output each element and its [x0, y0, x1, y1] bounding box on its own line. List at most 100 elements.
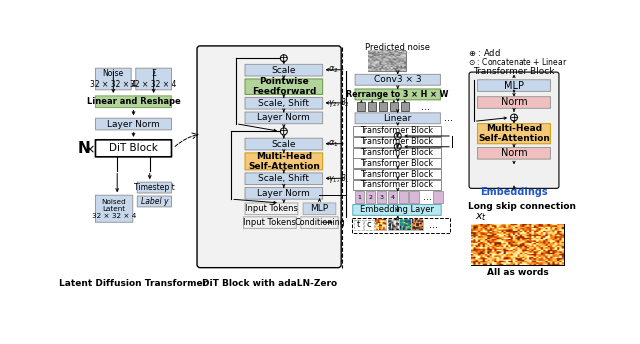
Text: DiT Block with adaLN-Zero: DiT Block with adaLN-Zero: [202, 279, 337, 288]
Bar: [352, 218, 450, 233]
FancyBboxPatch shape: [355, 74, 440, 85]
FancyBboxPatch shape: [95, 68, 131, 90]
Bar: [433, 191, 443, 203]
FancyBboxPatch shape: [245, 153, 323, 170]
Text: Transformer Block: Transformer Block: [473, 67, 555, 76]
Text: Transformer Block: Transformer Block: [360, 170, 433, 179]
Text: MLP: MLP: [504, 80, 524, 90]
Text: Conv3 × 3: Conv3 × 3: [374, 75, 422, 84]
Text: Input Tokens: Input Tokens: [243, 218, 296, 227]
FancyBboxPatch shape: [95, 195, 132, 222]
Bar: [368, 51, 406, 71]
Text: Label y: Label y: [141, 197, 168, 206]
Bar: [390, 102, 397, 111]
Text: ...: ...: [423, 192, 433, 202]
FancyBboxPatch shape: [469, 72, 559, 189]
Text: $\odot$ : Concatenate + Linear: $\odot$ : Concatenate + Linear: [467, 56, 567, 67]
Text: ...: ...: [444, 113, 453, 123]
Bar: [364, 220, 374, 230]
Text: Embedding Layer: Embedding Layer: [360, 205, 434, 214]
Text: C: C: [396, 144, 400, 150]
Text: 3: 3: [380, 195, 383, 200]
Text: Pointwise
Feedforward: Pointwise Feedforward: [252, 77, 316, 96]
FancyBboxPatch shape: [245, 187, 323, 199]
FancyBboxPatch shape: [355, 113, 440, 124]
FancyBboxPatch shape: [95, 140, 172, 157]
Text: $\mathbf{N}$: $\mathbf{N}$: [77, 140, 91, 156]
Text: c: c: [367, 221, 371, 229]
Text: Linear: Linear: [383, 114, 412, 123]
Text: DiT Block: DiT Block: [109, 143, 158, 153]
Text: ...: ...: [429, 220, 438, 230]
Text: 1: 1: [358, 195, 362, 200]
FancyBboxPatch shape: [138, 196, 172, 207]
Text: $\oplus$ : Add: $\oplus$ : Add: [467, 47, 500, 58]
Bar: [353, 220, 363, 230]
FancyBboxPatch shape: [136, 68, 172, 90]
Bar: [355, 191, 364, 203]
Text: Layer Norm: Layer Norm: [257, 114, 310, 122]
Text: Norm: Norm: [500, 97, 527, 107]
FancyBboxPatch shape: [353, 158, 441, 168]
Text: Rerrange to 3 × H × W: Rerrange to 3 × H × W: [346, 90, 449, 99]
FancyBboxPatch shape: [477, 80, 550, 92]
FancyBboxPatch shape: [353, 169, 441, 179]
FancyBboxPatch shape: [353, 126, 441, 136]
FancyBboxPatch shape: [245, 112, 323, 124]
FancyBboxPatch shape: [353, 137, 441, 147]
Text: $\gamma_1, \beta_1$: $\gamma_1, \beta_1$: [328, 172, 350, 185]
Text: Scale: Scale: [271, 66, 296, 75]
Text: 2: 2: [369, 195, 372, 200]
FancyBboxPatch shape: [353, 180, 441, 190]
Bar: [375, 220, 386, 230]
Text: Transformer Block: Transformer Block: [360, 148, 433, 157]
Bar: [388, 191, 397, 203]
Text: Layer Norm: Layer Norm: [257, 189, 310, 198]
FancyBboxPatch shape: [245, 79, 323, 95]
Text: Timestep t: Timestep t: [134, 183, 175, 192]
FancyBboxPatch shape: [95, 118, 172, 130]
Text: Transformer Block: Transformer Block: [360, 137, 433, 146]
Bar: [410, 191, 419, 203]
Text: ...: ...: [421, 102, 430, 112]
Text: Transformer Block: Transformer Block: [360, 127, 433, 136]
Text: t: t: [356, 221, 360, 229]
Bar: [401, 102, 408, 111]
FancyBboxPatch shape: [301, 217, 338, 228]
Bar: [379, 102, 387, 111]
Text: Noise
32 × 32 × 4: Noise 32 × 32 × 4: [90, 69, 136, 89]
Text: Linear and Reshape: Linear and Reshape: [86, 97, 180, 106]
Text: Scale, Shift: Scale, Shift: [259, 99, 309, 108]
Bar: [368, 102, 376, 111]
Text: $\gamma_2, \beta_2$: $\gamma_2, \beta_2$: [328, 96, 350, 109]
FancyBboxPatch shape: [95, 96, 172, 108]
Text: +: +: [279, 126, 289, 136]
FancyBboxPatch shape: [355, 89, 440, 100]
Text: Multi-Head
Self-Attention: Multi-Head Self-Attention: [478, 124, 550, 143]
FancyBboxPatch shape: [245, 138, 323, 150]
FancyBboxPatch shape: [245, 173, 323, 184]
Text: Input Tokens: Input Tokens: [245, 204, 298, 213]
FancyBboxPatch shape: [197, 46, 341, 268]
Text: Scale: Scale: [271, 140, 296, 149]
FancyBboxPatch shape: [138, 182, 172, 193]
Bar: [377, 191, 386, 203]
FancyBboxPatch shape: [477, 148, 550, 159]
Bar: [400, 220, 411, 230]
FancyBboxPatch shape: [353, 204, 441, 215]
Text: Σ
32 × 32 × 4: Σ 32 × 32 × 4: [131, 69, 177, 89]
Text: Transformer Block: Transformer Block: [360, 159, 433, 168]
Text: MLP: MLP: [310, 204, 328, 213]
FancyBboxPatch shape: [245, 203, 298, 215]
Text: $\times$: $\times$: [84, 143, 95, 157]
FancyBboxPatch shape: [245, 64, 323, 76]
Text: Noised
Latent
32 × 32 × 4: Noised Latent 32 × 32 × 4: [92, 199, 136, 219]
Text: Predicted noise: Predicted noise: [365, 43, 430, 52]
Text: Latent Diffusion Transformer: Latent Diffusion Transformer: [60, 279, 207, 288]
FancyBboxPatch shape: [477, 97, 550, 108]
Text: Conditioning: Conditioning: [294, 218, 345, 227]
Text: 4: 4: [390, 195, 394, 200]
Text: C: C: [396, 133, 400, 139]
Text: $\alpha_1$: $\alpha_1$: [328, 138, 339, 149]
Text: Norm: Norm: [500, 148, 527, 158]
